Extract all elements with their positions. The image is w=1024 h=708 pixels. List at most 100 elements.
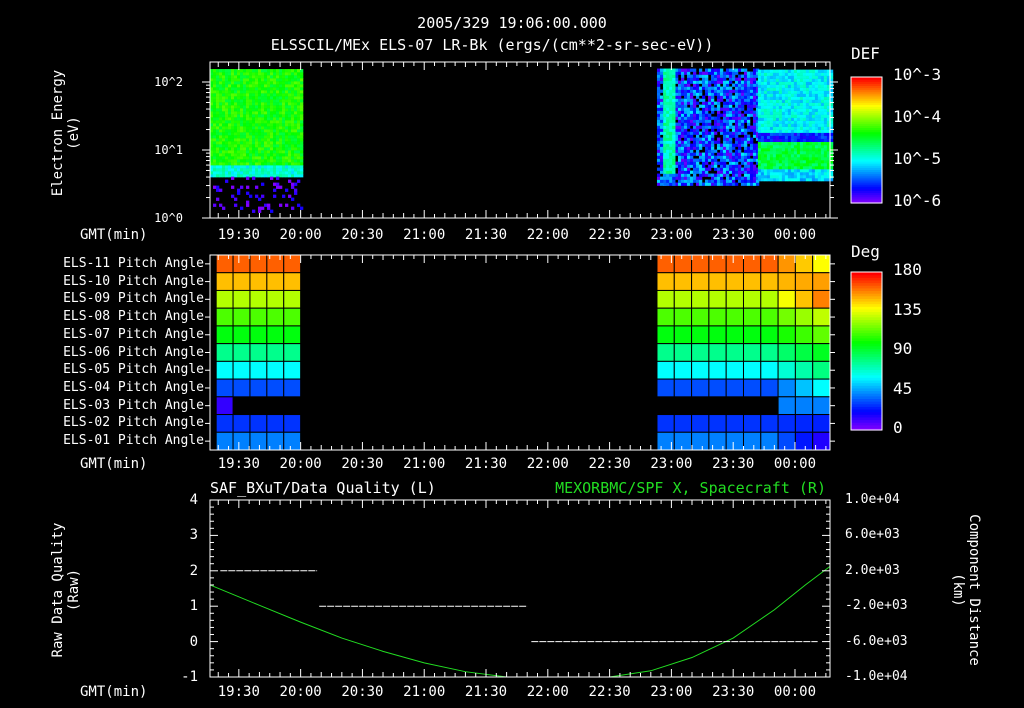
spectrogram-cell	[829, 126, 834, 130]
spectrogram-cell	[669, 173, 673, 177]
spectrogram-cell	[701, 74, 706, 78]
spectrogram-cell	[281, 171, 286, 175]
spectrogram-cell	[740, 116, 745, 120]
spectrogram-cell	[683, 140, 688, 144]
spectrogram-cell	[686, 140, 691, 144]
pitch-angle-cell	[708, 254, 727, 274]
spectrogram-cell	[680, 83, 685, 87]
spectrogram-cell	[284, 90, 289, 94]
spectrogram-cell	[674, 173, 679, 177]
spectrogram-cell	[826, 87, 831, 91]
spectrogram-cell	[796, 102, 801, 106]
spectrogram-cell	[695, 176, 700, 180]
spectrogram-cell	[817, 69, 822, 73]
spectrogram-cell	[766, 135, 771, 139]
spectrogram-cell	[227, 93, 232, 97]
spectrogram-cell	[772, 123, 777, 127]
spectrogram-cell	[817, 87, 822, 91]
spectrogram-cell	[743, 119, 748, 123]
spectrogram-cell	[669, 146, 673, 150]
spectrogram-cell	[680, 119, 685, 123]
spectrogram-cell	[290, 206, 295, 210]
spectrogram-cell	[769, 145, 774, 149]
spectrogram-cell	[713, 80, 718, 84]
spectrogram-cell	[719, 113, 724, 117]
spectrogram-cell	[245, 165, 250, 169]
spectrogram-cell	[769, 102, 774, 106]
spectrogram-cell	[669, 122, 673, 126]
spectrogram-cell	[698, 74, 703, 78]
def-colorbar-swatch	[851, 135, 882, 139]
spectrogram-cell	[710, 152, 715, 156]
spectrogram-cell	[725, 125, 730, 129]
spectrogram-cell	[248, 111, 253, 115]
spectrogram-cell	[269, 129, 274, 133]
spectrogram-cell	[766, 145, 771, 149]
spectrogram-cell	[808, 69, 813, 73]
spectrogram-cell	[811, 142, 816, 146]
def-colorbar-swatch	[851, 163, 882, 166]
spectrogram-cell	[695, 143, 700, 147]
spectrogram-cell	[763, 81, 768, 85]
spectrogram-cell	[242, 144, 247, 148]
spectrogram-cell	[755, 80, 760, 84]
spectrogram-cell	[677, 173, 682, 177]
spectrogram-cell	[659, 140, 664, 144]
spectrogram-cell	[796, 87, 801, 91]
spectrogram-cell	[278, 93, 283, 97]
def-colorbar-swatch	[851, 77, 882, 80]
spectrogram-cell	[755, 74, 760, 78]
spectrogram-cell	[666, 119, 670, 123]
spectrogram-cell	[224, 126, 229, 130]
spectrogram-cell	[766, 90, 771, 94]
spectrogram-cell	[793, 142, 798, 146]
spectrogram-cell	[725, 182, 730, 186]
spectrogram-cell	[212, 174, 217, 178]
spectrogram-cell	[230, 150, 235, 154]
spectrogram-cell	[755, 107, 760, 111]
time-tick-label-2: 23:00	[650, 456, 693, 472]
spectrogram-cell	[266, 69, 271, 73]
spectrogram-cell	[796, 178, 801, 182]
spectrogram-cell	[672, 83, 676, 87]
spectrogram-cell	[781, 154, 786, 158]
spectrogram-cell	[659, 95, 664, 99]
spectrogram-cell	[221, 114, 226, 118]
spectrogram-cell	[656, 104, 661, 108]
spectrogram-cell	[781, 175, 786, 179]
spectrogram-cell	[287, 96, 292, 100]
spectrogram-cell	[272, 84, 277, 88]
spectrogram-cell	[233, 162, 238, 166]
spectrogram-cell	[266, 84, 271, 88]
deg-colorbar-swatch	[851, 282, 882, 286]
spectrogram-cell	[775, 108, 780, 112]
spectrogram-cell	[793, 135, 798, 139]
spectrogram-cell	[689, 92, 694, 96]
spectrogram-cell	[281, 75, 286, 79]
spectrogram-cell	[778, 129, 783, 133]
spectrogram-cell	[766, 81, 771, 85]
spectrogram-cell	[230, 99, 235, 103]
spectrogram-cell	[260, 147, 265, 151]
spectrogram-cell	[666, 101, 670, 105]
spectrogram-cell	[793, 148, 798, 152]
spectrogram-cell	[677, 182, 682, 186]
spectrogram-cell	[245, 72, 250, 76]
spectrogram-cell	[275, 99, 280, 103]
spectrogram-cell	[233, 168, 238, 172]
spectrogram-cell	[293, 72, 298, 76]
spectrogram-cell	[680, 68, 685, 72]
spectrogram-cell	[281, 111, 286, 115]
spectrogram-cell	[713, 116, 718, 120]
spectrogram-cell	[826, 172, 831, 176]
spectrogram-cell	[707, 98, 712, 102]
spectrogram-cell	[236, 144, 241, 148]
spectrogram-cell	[299, 78, 304, 82]
spectrogram-cell	[666, 167, 670, 171]
spectrogram-cell	[805, 99, 810, 103]
spectrogram-cell	[663, 176, 667, 180]
time-tick-label-3: 20:30	[341, 684, 384, 700]
spectrogram-cell	[757, 96, 762, 100]
spectrogram-cell	[248, 194, 253, 198]
spectrogram-cell	[695, 89, 700, 93]
